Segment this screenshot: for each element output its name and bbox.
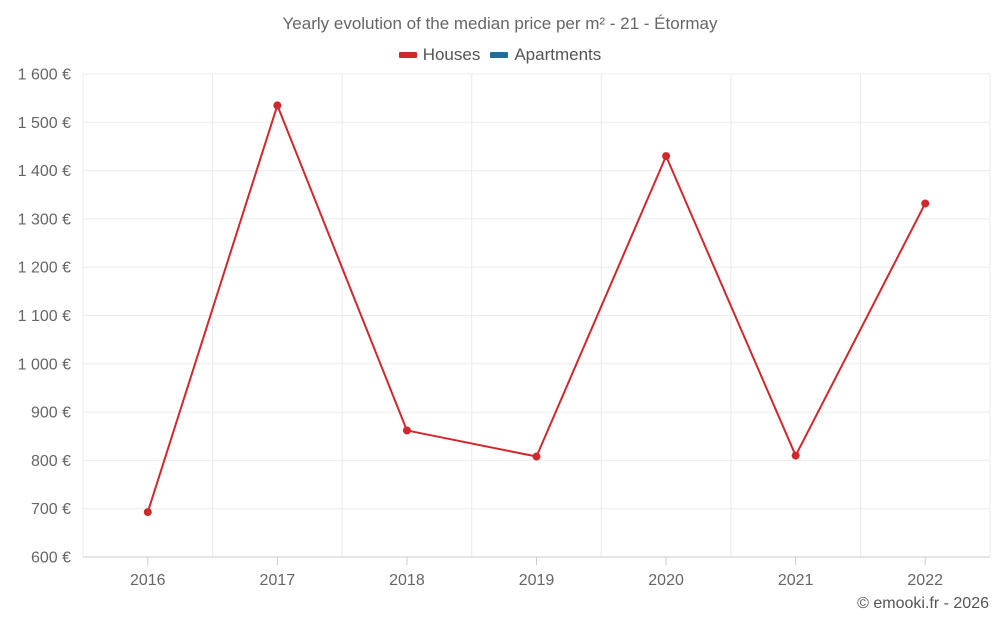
- data-point-houses-2019[interactable]: [532, 452, 541, 461]
- x-tick-label-2017: 2017: [260, 572, 296, 589]
- series-houses: [143, 101, 930, 517]
- y-tick-label-800: 800 €: [31, 453, 71, 470]
- y-tick-label-1000: 1 000 €: [18, 356, 71, 373]
- y-tick-label-1500: 1 500 €: [18, 115, 71, 132]
- data-point-houses-2020[interactable]: [662, 152, 671, 161]
- legend-swatch-apartments: [490, 52, 509, 58]
- data-point-houses-2017[interactable]: [273, 101, 282, 110]
- axes: 600 € 700 € 800 € 900 € 1 000 € 1 100 € 1 200 …: [18, 67, 990, 589]
- y-tick-label-600: 600 €: [31, 550, 71, 567]
- series-line-houses: [146, 104, 927, 513]
- y-tick-label-1300: 1 300 €: [18, 211, 71, 228]
- y-tick-label-900: 900 €: [31, 405, 71, 422]
- legend: Houses Apartments: [0, 45, 1000, 65]
- legend-swatch-houses: [398, 52, 417, 58]
- data-point-houses-2018[interactable]: [402, 426, 411, 435]
- legend-item-houses[interactable]: Houses: [398, 45, 481, 65]
- x-tick-label-2016: 2016: [130, 572, 166, 589]
- data-point-houses-2022[interactable]: [921, 199, 930, 208]
- credit-text: © emooki.fr - 2026: [857, 595, 989, 612]
- x-tick-label-2022: 2022: [907, 572, 943, 589]
- data-point-houses-2016[interactable]: [143, 508, 152, 517]
- y-tick-label-1100: 1 100 €: [18, 308, 71, 325]
- y-tick-label-1400: 1 400 €: [18, 163, 71, 180]
- legend-label-apartments: Apartments: [514, 45, 602, 64]
- y-tick-label-700: 700 €: [31, 501, 71, 518]
- legend-item-apartments[interactable]: Apartments: [490, 45, 601, 65]
- x-tick-label-2021: 2021: [778, 572, 814, 589]
- x-tick-label-2020: 2020: [648, 572, 684, 589]
- chart-title: Yearly evolution of the median price per…: [282, 14, 718, 33]
- grid: [82, 73, 991, 558]
- y-tick-label-1600: 1 600 €: [18, 67, 71, 84]
- legend-label-houses: Houses: [422, 45, 481, 64]
- data-point-houses-2021[interactable]: [791, 451, 800, 460]
- y-tick-label-1200: 1 200 €: [18, 260, 71, 277]
- x-tick-label-2019: 2019: [519, 572, 555, 589]
- x-tick-label-2018: 2018: [389, 572, 425, 589]
